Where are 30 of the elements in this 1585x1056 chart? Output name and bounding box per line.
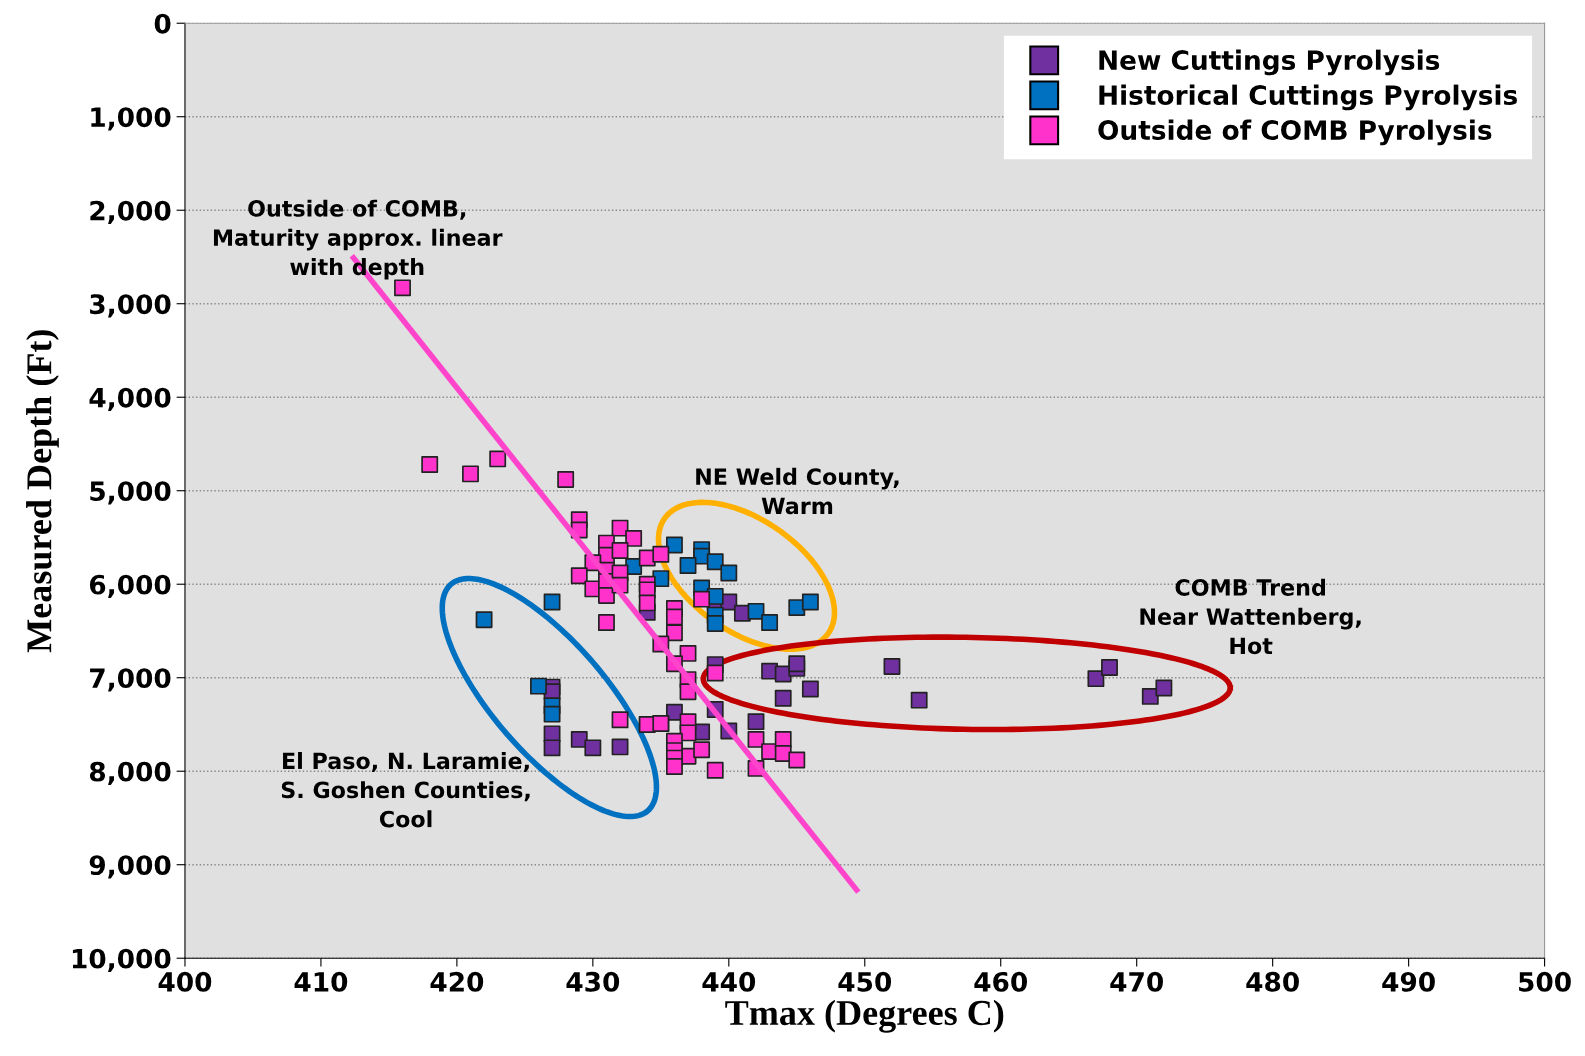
annotation: COMB Trend Near Wattenberg, Hot [1140,578,1361,655]
y-tick-label: 0 [154,13,171,34]
y-axis-title: Measured Depth (Ft) [26,330,59,653]
x-tick-label: 490 [1382,971,1435,992]
x-tick-label: 400 [158,971,212,992]
x-tick-label: 470 [1110,971,1163,992]
x-tick-label: 500 [1519,971,1571,992]
annotation: NE Weld County, Warm [696,467,899,515]
y-tick-label: 8,000 [89,761,171,785]
x-tick-label: 460 [974,971,1028,992]
y-tick-label: 1,000 [91,107,171,131]
y-tick-label: 4,000 [89,387,171,411]
annotation: El Paso, N. Laramie, S. Goshen Counties, Cool [281,752,530,828]
y-tick-label: 9,000 [89,855,171,879]
y-tick-label: 2,000 [90,200,171,224]
x-tick-label: 450 [838,971,892,992]
y-tick-label: 5,000 [90,481,171,505]
x-tick-label: 430 [566,971,620,992]
legend-label: New Cuttings Pyrolysis [1099,49,1440,76]
y-tick-label: 10,000 [72,948,171,972]
y-tick-label: 3,000 [90,294,171,318]
legend-label: Historical Cuttings Pyrolysis [1099,84,1517,111]
x-tick-label: 420 [430,971,484,992]
x-tick-label: 410 [294,971,348,992]
x-axis-title: Tmax (Degrees C) [725,999,1004,1033]
x-tick-label: 480 [1246,971,1299,992]
y-tick-label: 6,000 [89,574,171,598]
legend-label: Outside of COMB Pyrolysis [1098,119,1492,146]
y-tick-label: 7,000 [90,668,171,692]
x-tick-label: 440 [702,971,756,992]
